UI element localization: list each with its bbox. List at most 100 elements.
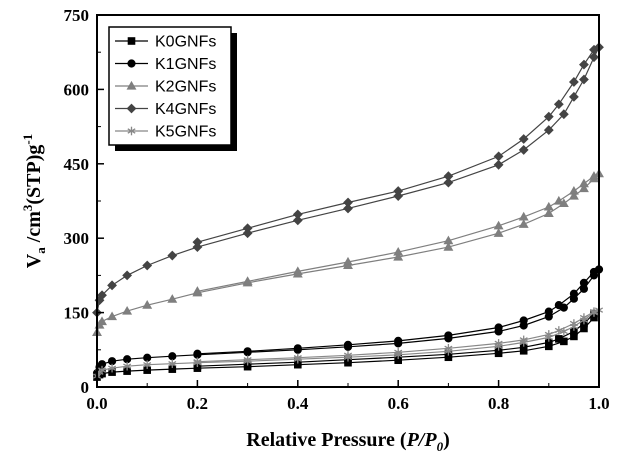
legend-marker-k4gnfs (126, 103, 137, 114)
data-point-k4gnfs-desorption (192, 237, 203, 248)
legend-entry-k5gnfs: K5GNFs (115, 124, 216, 141)
legend-label: K0GNFs (155, 34, 216, 51)
data-point-k5gnfs-adsorption (97, 365, 107, 375)
data-point-k5gnfs-desorption-stroke (554, 327, 563, 334)
data-point-k4gnfs-adsorption (242, 228, 253, 239)
legend-entry-k2gnfs: K2GNFs (115, 79, 216, 96)
data-point-k4gnfs-adsorption (107, 280, 117, 291)
data-point-k5gnfs-desorption (494, 339, 503, 348)
data-point-k5gnfs-adsorption-stroke (108, 365, 117, 371)
data-point-k4gnfs-adsorption (568, 91, 579, 102)
y-tick-label: 150 (64, 304, 90, 323)
legend-entry-k0gnfs: K0GNFs (115, 34, 216, 51)
data-point-k2gnfs-desorption (568, 185, 579, 195)
data-point-k2gnfs-desorption (493, 220, 504, 230)
y-tick-label: 300 (64, 229, 90, 248)
data-point-k5gnfs-adsorption (143, 360, 152, 369)
data-point-k4gnfs-desorption (242, 223, 253, 234)
data-point-k1gnfs-desorption (394, 336, 403, 345)
data-point-k4gnfs-desorption (579, 59, 589, 70)
data-point-k4gnfs-desorption (493, 151, 504, 162)
data-point-k5gnfs-adsorption-stroke (123, 363, 132, 369)
x-tick-label: 0.2 (187, 394, 208, 413)
data-point-k4gnfs-adsorption (343, 203, 353, 214)
data-point-k1gnfs-desorption (569, 289, 579, 298)
data-point-k5gnfs-desorption-stroke (519, 337, 528, 343)
legend: K0GNFs K1GNFs K2GNFs K4GNFs K5GNFs (108, 26, 237, 151)
y-tick-label: 600 (64, 80, 90, 99)
data-point-k1gnfs-desorption (579, 278, 589, 287)
data-point-k5gnfs-desorption (519, 335, 528, 345)
series-layer (92, 42, 604, 381)
data-point-k1gnfs-desorption (243, 347, 252, 356)
data-point-k5gnfs-desorption (544, 330, 553, 339)
legend-marker-k2gnfs (126, 80, 137, 90)
data-point-k4gnfs-adsorption (122, 270, 133, 281)
data-point-k5gnfs-desorption (343, 350, 353, 360)
y-title-v-sub: a (33, 247, 48, 254)
data-point-k5gnfs-desorption (444, 344, 453, 353)
data-point-k1gnfs-desorption (519, 316, 528, 325)
series-k5gnfs (92, 305, 604, 381)
y-title-mid: /cm (23, 211, 45, 247)
data-point-k1gnfs-desorption (193, 349, 202, 358)
ticks-layer: 0.0 0.2 0.4 0.6 0.8 1.0 0 150 300 450 600 750 (64, 6, 610, 413)
data-point-k2gnfs-desorption (543, 201, 554, 211)
data-point-k2gnfs-desorption (393, 246, 404, 256)
x-title-p0-sub: 0 (437, 439, 444, 454)
legend-label: K2GNFs (155, 79, 216, 96)
data-point-k4gnfs-adsorption (493, 159, 504, 170)
data-point-k1gnfs-adsorption (143, 353, 152, 362)
data-point-k5gnfs-desorption-stroke (193, 358, 202, 365)
data-point-k4gnfs-adsorption (192, 242, 203, 253)
data-point-k5gnfs-adsorption (123, 361, 132, 371)
data-point-k4gnfs-adsorption (97, 290, 107, 301)
data-point-k2gnfs-adsorption (578, 183, 589, 193)
data-point-k2gnfs-desorption (578, 178, 589, 188)
x-title-suffix: ) (443, 429, 450, 451)
data-point-k2gnfs-adsorption (107, 311, 118, 321)
data-point-k5gnfs-desorption (293, 353, 302, 363)
legend-marker-k5gnfs (127, 126, 136, 136)
legend-marker-k0gnfs (127, 37, 136, 45)
data-point-k1gnfs-adsorption (123, 355, 132, 364)
data-point-k2gnfs-adsorption (97, 316, 107, 326)
x-title-slash: / (417, 429, 427, 451)
y-tick-label: 0 (81, 378, 90, 397)
data-point-k2gnfs-adsorption (443, 242, 454, 251)
data-point-k5gnfs-adsorption (108, 363, 117, 373)
data-point-k2gnfs-desorption (518, 211, 529, 221)
data-point-k5gnfs-desorption (243, 355, 252, 365)
data-point-k4gnfs-adsorption (292, 215, 303, 226)
data-point-k4gnfs-adsorption (558, 109, 569, 120)
data-point-k5gnfs-desorption (394, 347, 403, 357)
data-point-k2gnfs-adsorption (393, 251, 404, 261)
legend-entry-k4gnfs: K4GNFs (115, 101, 216, 118)
x-tick-label: 0.4 (287, 394, 309, 413)
data-point-k4gnfs-desorption (518, 134, 529, 144)
data-point-k2gnfs-adsorption (167, 294, 178, 303)
data-point-k5gnfs-desorption (569, 319, 578, 328)
x-tick-label: 0.8 (488, 394, 509, 413)
data-point-k2gnfs-desorption (443, 235, 454, 245)
legend-marker-k1gnfs (127, 59, 136, 68)
data-point-k4gnfs-desorption (568, 77, 579, 87)
data-point-k4gnfs-adsorption (518, 145, 529, 155)
data-point-k1gnfs-desorption (589, 267, 599, 277)
data-point-k1gnfs-desorption (494, 323, 503, 332)
data-point-k2gnfs-desorption (192, 286, 203, 295)
x-tick-label: 0.6 (388, 394, 409, 413)
legend-entries: K0GNFs K1GNFs K2GNFs K4GNFs K5GNFs (115, 34, 216, 141)
legend-label: K4GNFs (155, 101, 216, 118)
y-tick-label: 750 (64, 6, 90, 25)
legend-marker-k5gnfs-stroke (127, 128, 136, 134)
series-k4gnfs (92, 42, 604, 318)
data-point-k5gnfs-desorption-stroke (544, 331, 553, 338)
data-point-k1gnfs-adsorption (168, 352, 177, 361)
data-point-k0gnfs-desorption (555, 335, 563, 343)
series-k2gnfs (92, 168, 604, 337)
data-point-k4gnfs-desorption (553, 99, 564, 110)
data-point-k4gnfs-adsorption (393, 191, 404, 201)
series-k4gnfs-desorption-line (197, 49, 595, 243)
data-point-k1gnfs-desorption (444, 331, 453, 340)
